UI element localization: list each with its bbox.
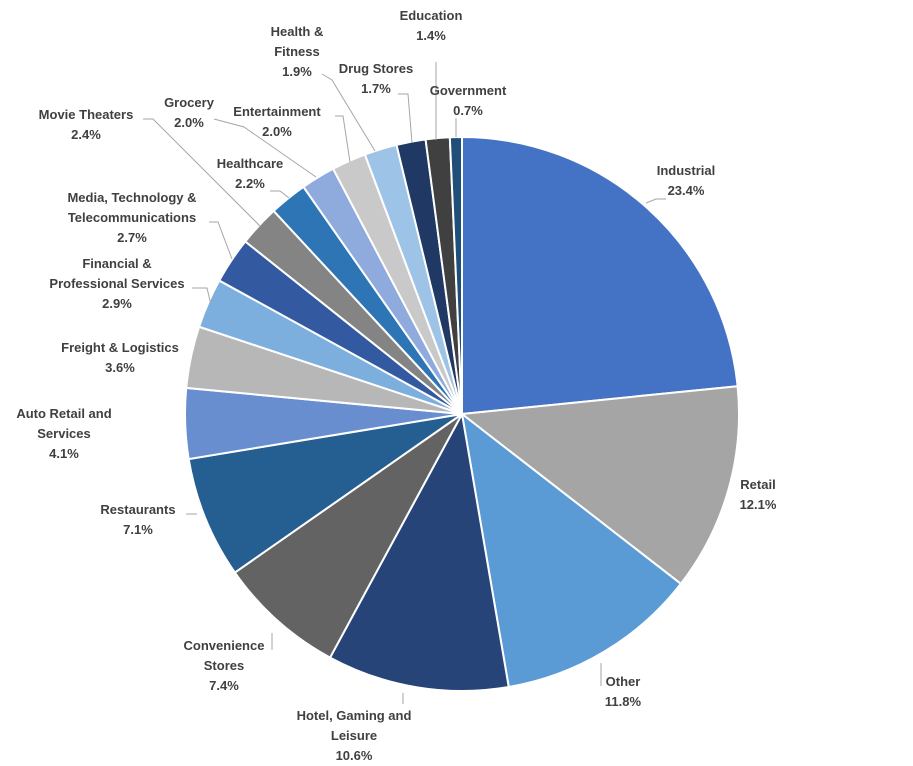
data-label-value: 7.4% [209,678,239,693]
data-label: Freight & Logistics 3.6% [61,340,179,375]
data-label-value: 2.4% [71,127,101,142]
data-label: Drug Stores 1.7% [339,61,413,96]
leader-line [335,115,351,163]
data-label-value: 2.7% [117,230,147,245]
data-label-value: 2.0% [174,115,204,130]
data-label: Media, Technology & Telecommunications 2.7… [67,190,196,245]
pie-slice [459,385,740,586]
leader-line [270,190,290,199]
data-label-category: Grocery [164,95,215,110]
data-label-category: Convenience [184,638,265,653]
pie-slice [460,411,683,689]
data-label-category: Healthcare [217,156,283,171]
data-label: Government 0.7% [430,83,507,118]
pie-slice [233,413,463,659]
data-label: Grocery 2.0% [164,95,215,130]
data-label-category: Hotel, Gaming and [297,708,412,723]
data-label: Healthcare 2.2% [217,156,283,191]
data-label-category: Professional Services [49,276,184,291]
data-label-category: Freight & Logistics [61,340,179,355]
data-label: Hotel, Gaming and Leisure 10.6% [297,708,412,763]
data-label-category: Financial & [82,256,151,271]
data-label-value: 11.8% [605,694,642,709]
data-label-category: Media, Technology & [67,190,196,205]
data-label-category: Movie Theaters [39,107,134,122]
data-label: Industrial 23.4% [657,163,716,198]
data-label-category: Government [430,83,507,98]
data-label-category: Stores [204,658,244,673]
data-label: Health & Fitness 1.9% [271,24,324,79]
leader-line [213,118,317,178]
data-label-value: 2.2% [235,176,265,191]
data-label-category: Services [37,426,91,441]
data-label-category: Drug Stores [339,61,413,76]
leader-line [143,118,261,227]
data-label: Convenience Stores 7.4% [184,638,265,693]
data-label-value: 0.7% [453,103,483,118]
data-label-category: Auto Retail and [16,406,111,421]
data-label: Restaurants 7.1% [100,502,175,537]
pie-slice [461,135,739,416]
data-label-value: 3.6% [105,360,135,375]
data-label: Auto Retail and Services 4.1% [16,406,111,461]
data-label: Education 1.4% [400,8,463,43]
data-label-value: 7.1% [123,522,153,537]
data-label-value: 23.4% [668,183,705,198]
pie-slice [328,410,510,692]
data-label-value: 10.6% [336,748,373,763]
data-label-value: 12.1% [740,497,777,512]
leader-line [398,93,413,144]
data-label-value: 1.9% [282,64,312,79]
data-label-value: 4.1% [49,446,79,461]
leader-line [321,73,376,152]
data-label-category: Other [606,674,641,689]
leader-line [209,221,233,260]
data-label-category: Entertainment [233,104,321,119]
data-label-category: Health & [271,24,324,39]
pie-slice [448,135,463,415]
data-label-category: Restaurants [100,502,175,517]
data-label: Entertainment 2.0% [233,104,321,139]
leader-line [192,287,212,306]
data-label-category: Education [400,8,463,23]
data-label-category: Fitness [274,44,320,59]
data-label-value: 1.4% [416,28,446,43]
data-label-category: Industrial [657,163,716,178]
data-label: Financial & Professional Services 2.9% [49,256,184,311]
data-label-value: 2.9% [102,296,132,311]
leader-line [645,198,666,204]
data-label: Retail 12.1% [740,477,777,512]
data-label-category: Retail [740,477,775,492]
data-label-value: 2.0% [262,124,292,139]
data-label: Other 11.8% [605,674,642,709]
data-label: Movie Theaters 2.4% [39,107,134,142]
pie-slice [187,413,463,574]
data-label-category: Telecommunications [68,210,196,225]
data-label-value: 1.7% [361,81,391,96]
data-label-category: Leisure [331,728,377,743]
